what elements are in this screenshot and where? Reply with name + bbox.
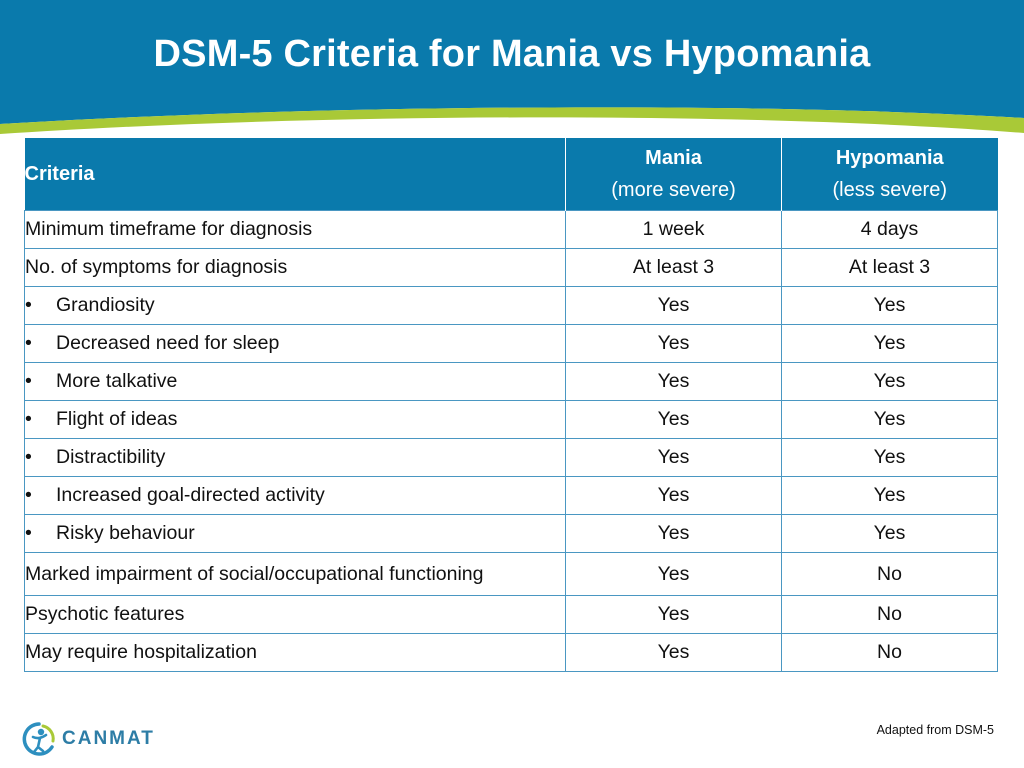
hypomania-value: 4 days	[781, 210, 998, 249]
table-row: • Distractibility Yes Yes	[24, 438, 998, 477]
mania-value: Yes	[565, 514, 782, 553]
mania-value: Yes	[565, 324, 782, 363]
hypomania-value: Yes	[781, 514, 998, 553]
criteria-table: Criteria Mania (more severe) Hypomania (…	[24, 138, 998, 672]
canmat-logo: CANMAT	[22, 720, 155, 758]
row-label: Psychotic features	[24, 595, 566, 634]
mania-value: 1 week	[565, 210, 782, 249]
mania-value: Yes	[565, 595, 782, 634]
table-row: • Increased goal-directed activity Yes Ye…	[24, 476, 998, 515]
header-hypomania: Hypomania (less severe)	[781, 138, 998, 211]
symptom-label: Distractibility	[56, 446, 166, 468]
hypomania-value: Yes	[781, 400, 998, 439]
header-criteria: Criteria	[24, 138, 566, 211]
hypomania-value: Yes	[781, 438, 998, 477]
header-hypomania-title: Hypomania	[835, 147, 944, 169]
hypomania-value: Yes	[781, 476, 998, 515]
canmat-logo-text: CANMAT	[62, 728, 155, 749]
hypomania-value: At least 3	[781, 248, 998, 287]
symptom-cell: • Flight of ideas	[24, 400, 566, 439]
header-mania: Mania (more severe)	[565, 138, 782, 211]
canmat-figure-icon	[22, 722, 55, 756]
symptom-cell: • Distractibility	[24, 438, 566, 477]
bullet-icon: •	[25, 446, 32, 468]
mania-value: At least 3	[565, 248, 782, 287]
table-row: • More talkative Yes Yes	[24, 362, 998, 401]
bullet-icon: •	[25, 294, 32, 316]
hypomania-value: Yes	[781, 362, 998, 401]
table-header-row: Criteria Mania (more severe) Hypomania (…	[24, 138, 998, 211]
table-row: • Grandiosity Yes Yes	[24, 286, 998, 325]
mania-value: Yes	[565, 633, 782, 672]
mania-value: Yes	[565, 552, 782, 596]
symptom-label: Increased goal-directed activity	[56, 484, 325, 506]
hypomania-value: No	[781, 633, 998, 672]
row-label: May require hospitalization	[24, 633, 566, 672]
mania-value: Yes	[565, 400, 782, 439]
symptom-label: Flight of ideas	[56, 408, 178, 430]
header-mania-subtitle: (more severe)	[611, 179, 736, 201]
hypomania-value: No	[781, 552, 998, 596]
row-label: Marked impairment of social/occupational…	[24, 552, 566, 596]
table-row: Marked impairment of social/occupational…	[24, 552, 998, 596]
symptom-cell: • Risky behaviour	[24, 514, 566, 553]
header-banner-shape	[0, 0, 1024, 134]
table-row: May require hospitalization Yes No	[24, 633, 998, 672]
symptom-cell: • Grandiosity	[24, 286, 566, 325]
symptom-cell: • Increased goal-directed activity	[24, 476, 566, 515]
row-label: No. of symptoms for diagnosis	[24, 248, 566, 287]
slide-header: DSM-5 Criteria for Mania vs Hypomania	[0, 0, 1024, 140]
mania-value: Yes	[565, 286, 782, 325]
table-row: • Risky behaviour Yes Yes	[24, 514, 998, 553]
mania-value: Yes	[565, 362, 782, 401]
table-row: No. of symptoms for diagnosis At least 3…	[24, 248, 998, 287]
table-row: Minimum timeframe for diagnosis 1 week 4…	[24, 210, 998, 249]
bullet-icon: •	[25, 332, 32, 354]
hypomania-value: No	[781, 595, 998, 634]
mania-value: Yes	[565, 476, 782, 515]
symptom-cell: • Decreased need for sleep	[24, 324, 566, 363]
header-mania-title: Mania	[645, 147, 702, 169]
table-row: Psychotic features Yes No	[24, 595, 998, 634]
symptom-label: Grandiosity	[56, 294, 155, 316]
row-label: Minimum timeframe for diagnosis	[24, 210, 566, 249]
hypomania-value: Yes	[781, 324, 998, 363]
source-note: Adapted from DSM-5	[876, 723, 994, 737]
symptom-label: Risky behaviour	[56, 522, 195, 544]
bullet-icon: •	[25, 484, 32, 506]
bullet-icon: •	[25, 370, 32, 392]
bullet-icon: •	[25, 408, 32, 430]
mania-value: Yes	[565, 438, 782, 477]
table-row: • Flight of ideas Yes Yes	[24, 400, 998, 439]
header-hypomania-subtitle: (less severe)	[832, 179, 947, 201]
symptom-cell: • More talkative	[24, 362, 566, 401]
table-row: • Decreased need for sleep Yes Yes	[24, 324, 998, 363]
slide-title: DSM-5 Criteria for Mania vs Hypomania	[153, 33, 871, 75]
hypomania-value: Yes	[781, 286, 998, 325]
symptom-label: More talkative	[56, 370, 178, 392]
symptom-label: Decreased need for sleep	[56, 332, 280, 354]
bullet-icon: •	[25, 522, 32, 544]
